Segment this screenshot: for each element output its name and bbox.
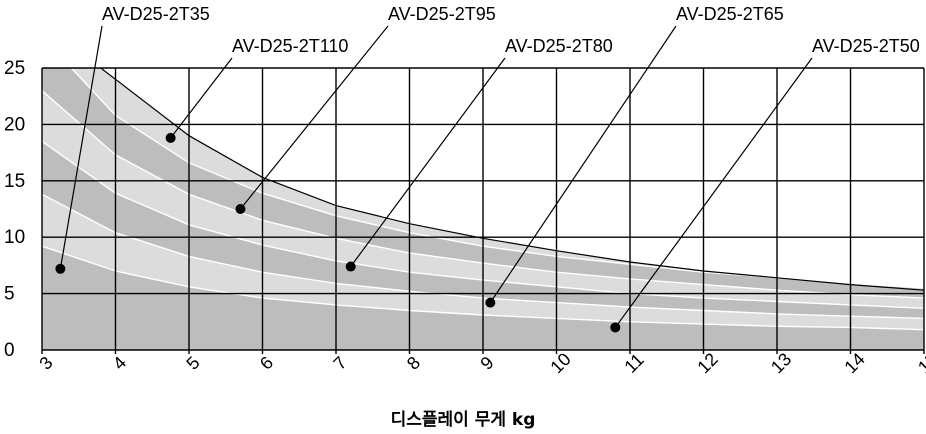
x-tick-label: 13 — [767, 349, 795, 377]
x-tick-label: 10 — [546, 349, 574, 377]
series-label: AV-D25-2T110 — [232, 36, 348, 56]
y-axis-ticks: 0 5 10 15 20 25 — [4, 58, 25, 361]
series-label: AV-D25-2T35 — [102, 4, 210, 24]
series-callouts: AV-D25-2T35 AV-D25-2T50 AV-D25-2T65 AV-D25-… — [55, 4, 920, 333]
callout-dot — [485, 297, 496, 308]
callout-dot — [345, 261, 356, 272]
x-tick-label: 11 — [620, 349, 647, 376]
x-tick-label: 12 — [693, 349, 721, 377]
series-label: AV-D25-2T65 — [676, 4, 784, 24]
y-tick-label: 15 — [4, 171, 25, 192]
x-tick-label: 7 — [330, 353, 351, 374]
y-tick-label: 20 — [4, 114, 25, 135]
callout-leader — [59, 25, 103, 269]
x-tick-label: 6 — [256, 353, 277, 374]
y-tick-label: 0 — [4, 340, 15, 361]
x-tick-label: 4 — [109, 353, 130, 374]
x-axis-label: 디스플레이 무게 kg — [390, 410, 536, 430]
y-tick-label: 5 — [4, 284, 15, 305]
x-tick-label: 9 — [477, 353, 498, 374]
chart-grid — [41, 67, 925, 354]
callout-dot — [165, 132, 176, 143]
x-tick-label: 14 — [840, 349, 868, 377]
series-label: AV-D25-2T80 — [505, 36, 613, 56]
x-tick-label: 3 — [36, 353, 57, 374]
y-tick-label: 25 — [4, 58, 25, 79]
callout-leader — [170, 57, 233, 139]
y-tick-label: 10 — [4, 227, 25, 248]
x-axis-ticks: 3 4 5 6 7 8 9 10 11 12 13 14 15 — [36, 349, 926, 377]
callout-leader — [489, 25, 677, 303]
callout-dot — [235, 204, 246, 214]
x-tick-label: 15 — [914, 349, 926, 377]
callout-leader — [614, 57, 813, 328]
callout-leader — [350, 57, 506, 267]
x-tick-label: 5 — [183, 353, 204, 374]
callout-leader — [239, 25, 389, 210]
callout-dot — [610, 322, 621, 333]
x-tick-label: 8 — [403, 353, 424, 374]
series-label: AV-D25-2T95 — [388, 4, 496, 24]
callout-dot — [55, 263, 66, 274]
series-label: AV-D25-2T50 — [812, 36, 920, 56]
